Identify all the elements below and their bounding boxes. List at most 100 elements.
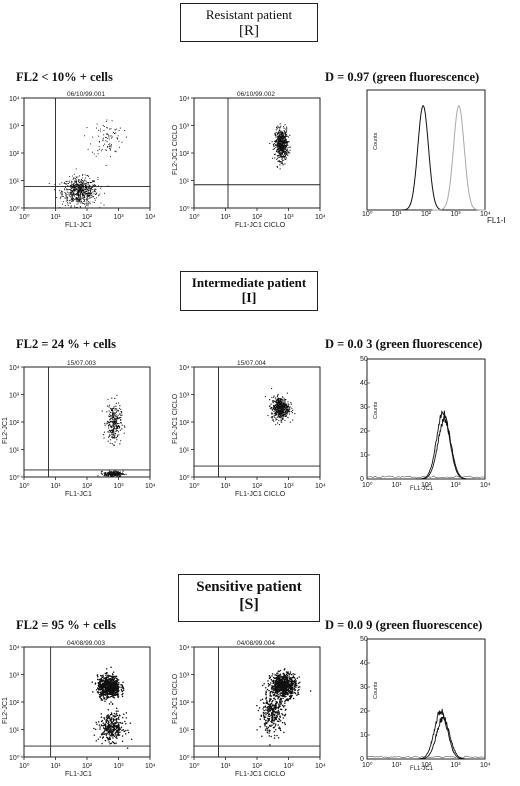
scatter-point [285,399,287,401]
scatter-point [283,714,286,717]
scatter-point [98,129,100,131]
scatter-point [117,685,119,687]
hist-x-tick-label: 10⁰ [362,210,373,218]
scatter-point [81,189,83,191]
scatter-point [294,413,296,415]
scatter-point [108,422,110,424]
scatter-point [281,684,283,686]
scatter-point [65,183,67,185]
scatter-point [107,730,109,732]
scatter-point [271,400,274,402]
scatter-point [266,731,269,734]
scatter-point [113,680,116,683]
scatter-point [119,731,121,733]
sensitive-title: Sensitive patient [196,579,302,595]
scatter-point [127,731,130,734]
x-tick-label: 10² [252,483,263,490]
hist-y-axis-label: Counts [373,132,379,150]
scatter-point [267,708,269,711]
scatter-point [279,705,281,707]
scatter-point [120,688,123,691]
scatter-point [272,408,274,410]
scatter-point [111,432,113,434]
scatter-point [283,136,285,138]
scatter-point [96,678,99,681]
scatter-point [109,442,111,444]
scatter-point [98,195,100,197]
scatter-point [278,676,280,678]
scatter-point [74,183,76,186]
scatter-point [121,695,124,698]
scatter-point [281,700,283,703]
scatter-point [298,686,301,688]
scatter-point [281,135,283,137]
scatter-point [288,683,290,686]
hist-x-tick-label: 10¹ [392,482,403,489]
scatter-point [84,188,86,191]
scatter-point [269,724,271,727]
scatter-point [284,132,286,135]
scatter-point [74,187,76,189]
scatter-point [284,713,287,715]
scatter-point [279,409,282,411]
scatter-point [111,433,113,435]
scatter-point [70,193,72,195]
scatter-point [285,405,287,407]
scatter-point [120,472,122,475]
scatter-point [117,688,119,691]
scatter-point [84,185,86,187]
scatter-point [274,153,276,155]
scatter-point [83,195,85,197]
scatter-point [274,408,276,411]
scatter-point [67,180,69,182]
scatter-point [289,679,291,681]
scatter-point [279,715,281,717]
scatter-point [275,146,277,149]
scatter-point [99,736,101,738]
scatter-point [115,424,118,426]
scatter-point [114,129,116,131]
scatter-point [77,201,79,203]
scatter-point [277,151,280,153]
scatter-point [277,126,279,128]
scatter-point [106,133,108,135]
scatter-point [273,413,275,415]
scatter-point [99,680,102,682]
scatter-point [121,693,123,696]
plot-header: 04/08/99.003 [67,640,105,647]
scatter-point [289,413,291,415]
scatter-point [61,193,63,195]
scatter-point [109,718,112,720]
scatter-point [118,722,120,724]
scatter-point [110,135,112,137]
scatter-point [85,190,88,192]
scatter-point [111,725,114,728]
scatter-point [118,681,120,684]
plot-frame [193,366,321,478]
scatter-point [269,744,271,746]
scatter-point [117,473,119,475]
scatter-point [109,471,111,473]
scatter-point [272,419,274,421]
scatter-point [99,206,101,209]
scatter-point [288,403,290,405]
scatter-point [103,125,105,128]
scatter-point [287,409,289,411]
scatter-point [280,421,282,423]
scatter-point [102,733,104,735]
scatter-point [89,188,91,190]
plot-header: 15/07.004 [237,360,266,367]
scatter-point [83,183,85,185]
scatter-point [107,475,109,477]
scatter-point [101,742,103,745]
scatter-point [285,695,287,698]
scatter-point [272,689,274,691]
scatter-point [277,693,279,696]
scatter-point [113,422,115,424]
scatter-point [292,692,294,694]
scatter-point [110,742,113,745]
scatter-point [59,192,61,194]
scatter-point [105,474,107,476]
scatter-point [74,180,76,182]
scatter-point [105,691,108,694]
